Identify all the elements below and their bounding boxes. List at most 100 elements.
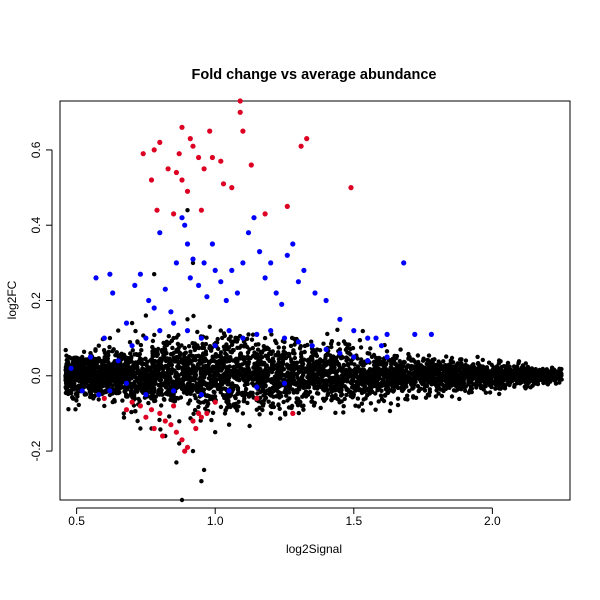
data-point [379, 388, 384, 393]
data-point [177, 419, 182, 424]
data-point [463, 388, 468, 393]
data-point [212, 399, 218, 405]
data-point [184, 188, 191, 194]
data-point [321, 341, 326, 346]
data-point [121, 411, 127, 416]
data-point [174, 381, 179, 386]
data-point [137, 271, 143, 277]
data-point [487, 390, 493, 395]
data-point [557, 380, 562, 385]
data-point [167, 358, 172, 363]
data-point [83, 366, 88, 371]
data-point [244, 368, 249, 373]
data-point [255, 347, 261, 352]
data-point [87, 386, 92, 391]
data-point [233, 376, 239, 381]
data-point [201, 166, 207, 172]
data-point [290, 410, 296, 416]
data-point [277, 381, 282, 386]
data-point [252, 376, 257, 382]
data-point [251, 370, 256, 375]
data-point [115, 358, 121, 364]
data-point [301, 385, 306, 390]
y-axis: -0.2 0.0 0.2 0.4 0.6 [29, 141, 53, 461]
data-point [266, 399, 271, 404]
data-point [345, 350, 350, 355]
data-point [515, 367, 521, 372]
data-point [250, 332, 256, 337]
data-point [130, 384, 135, 389]
data-point [115, 365, 121, 370]
data-point [235, 387, 241, 392]
data-point [296, 410, 301, 416]
data-point [160, 433, 166, 439]
data-point [463, 358, 469, 363]
data-point [235, 345, 240, 350]
data-point [357, 387, 363, 392]
data-point [264, 376, 269, 381]
data-point [221, 361, 226, 366]
data-point [245, 230, 252, 236]
data-point [311, 403, 317, 408]
data-point [397, 374, 402, 380]
data-point [323, 396, 329, 401]
data-point [268, 260, 274, 266]
data-point [234, 384, 240, 389]
data-point [302, 349, 307, 355]
data-point [160, 357, 165, 362]
data-point [73, 407, 78, 412]
data-point [157, 328, 163, 334]
data-point [232, 394, 238, 399]
data-point [69, 385, 75, 390]
data-point [127, 340, 133, 345]
data-point [229, 267, 235, 273]
data-point [65, 388, 70, 393]
data-point [212, 343, 218, 349]
data-point [143, 313, 149, 318]
data-point [190, 386, 195, 391]
data-point [480, 357, 485, 363]
data-point [196, 410, 202, 416]
data-point [229, 342, 235, 347]
data-point [215, 354, 221, 359]
data-point [329, 358, 335, 363]
data-point [351, 392, 356, 397]
data-point [107, 344, 112, 350]
data-point [268, 349, 274, 355]
data-point [340, 355, 346, 360]
data-point [276, 402, 281, 407]
data-point [121, 415, 127, 420]
data-point [436, 359, 441, 364]
data-point [401, 260, 407, 266]
data-point [111, 364, 117, 370]
data-point [208, 379, 213, 385]
data-point [308, 375, 313, 380]
data-point [150, 338, 156, 344]
data-point [359, 401, 365, 406]
data-point [207, 346, 212, 351]
data-point [471, 362, 476, 367]
data-point [341, 362, 346, 368]
data-point [129, 388, 134, 394]
data-point [190, 143, 196, 149]
data-point [373, 384, 378, 389]
data-point [164, 374, 169, 379]
data-point [344, 377, 349, 382]
data-point [210, 410, 216, 415]
data-point [488, 377, 493, 383]
data-point [152, 332, 157, 338]
data-point [549, 365, 555, 370]
data-point [305, 392, 311, 397]
data-point [212, 383, 217, 388]
data-point [74, 384, 79, 390]
data-point [107, 335, 113, 341]
data-point [160, 381, 165, 387]
data-point [157, 374, 163, 379]
data-point [273, 353, 279, 358]
x-tick-label: 0.5 [68, 514, 85, 528]
data-point [362, 383, 367, 388]
data-point [341, 339, 347, 344]
data-point [451, 388, 457, 393]
data-point [235, 335, 240, 341]
data-point [212, 390, 217, 395]
